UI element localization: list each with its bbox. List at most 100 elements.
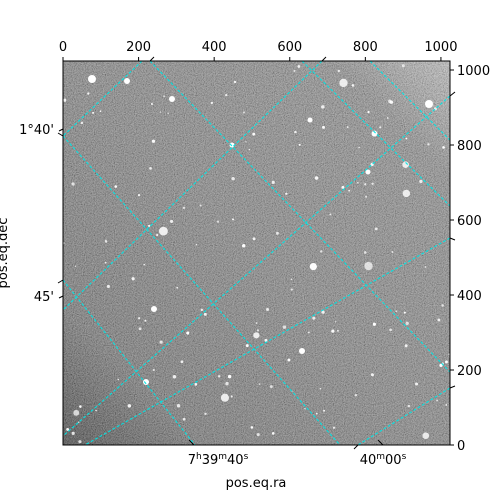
star: [402, 189, 411, 198]
star: [73, 409, 80, 416]
star: [182, 417, 186, 421]
star: [176, 286, 179, 289]
star: [293, 69, 296, 72]
star: [231, 176, 235, 181]
coordinate-grid: [63, 61, 450, 445]
star: [329, 213, 332, 216]
star: [332, 426, 336, 429]
star: [309, 262, 317, 271]
star: [220, 393, 229, 402]
star: [437, 318, 441, 322]
star: [389, 328, 392, 332]
star: [321, 105, 325, 109]
top-tick-label: 800: [353, 40, 378, 55]
star: [403, 311, 406, 314]
star: [95, 409, 97, 412]
star: [379, 126, 382, 129]
world-tick-mark: [57, 132, 64, 137]
star: [149, 166, 152, 170]
x-axis-title: pos.eq.ra: [226, 476, 287, 491]
star: [402, 161, 409, 169]
sky-noise: [63, 61, 450, 445]
bright-star: [299, 348, 305, 354]
right-tick-label: 600: [457, 214, 482, 229]
star: [66, 428, 70, 431]
star: [79, 405, 82, 408]
star: [158, 226, 168, 236]
ra-tick-label: 40m00s: [360, 452, 407, 468]
star: [200, 308, 204, 312]
sky-image: [63, 61, 450, 445]
bright-star: [169, 96, 175, 102]
y-axis-title: pos.eq.dec: [0, 218, 11, 289]
star: [331, 329, 335, 333]
star: [159, 340, 163, 344]
star: [363, 251, 367, 254]
star: [245, 344, 249, 348]
star: [442, 146, 445, 149]
star: [404, 344, 408, 348]
star: [106, 284, 110, 289]
star: [371, 182, 374, 186]
star: [320, 250, 323, 253]
star: [348, 189, 351, 192]
star: [346, 126, 349, 128]
star: [298, 143, 301, 146]
star: [210, 101, 214, 105]
ra-axis: 7h39m40s 40m00s: [57, 56, 456, 468]
dec-tick-label: 45': [34, 290, 54, 305]
star: [245, 141, 247, 143]
star: [370, 373, 374, 377]
star: [401, 64, 405, 68]
grid-line: [63, 135, 341, 445]
star: [225, 381, 229, 386]
star: [104, 240, 108, 243]
star: [365, 195, 368, 198]
star: [180, 360, 184, 364]
ra-tick: [188, 439, 195, 446]
star: [358, 146, 360, 149]
right-tick-label: 400: [457, 289, 482, 304]
star: [138, 317, 141, 320]
star: [290, 278, 293, 281]
image-frame: [62, 60, 451, 446]
dec-tick: [58, 295, 64, 299]
star: [217, 375, 221, 378]
star: [250, 426, 254, 429]
star: [186, 331, 190, 335]
dec-tick-label: 1°40': [19, 123, 54, 138]
world-tick-mark: [353, 444, 359, 450]
star: [195, 243, 198, 246]
star: [253, 332, 260, 339]
star: [87, 92, 90, 95]
star: [266, 308, 269, 311]
top-tick-label: 600: [277, 40, 302, 55]
world-tick-mark: [149, 56, 155, 62]
star: [199, 204, 202, 207]
star: [99, 110, 102, 113]
star: [297, 65, 301, 68]
star: [159, 111, 162, 113]
star: [71, 431, 75, 435]
star-field: [63, 64, 450, 444]
star: [422, 432, 430, 440]
star: [415, 382, 419, 386]
star: [312, 316, 316, 320]
grid-line: [63, 279, 196, 445]
grid-line: [63, 61, 143, 137]
grid-line: [301, 61, 450, 207]
star: [285, 192, 288, 195]
star: [336, 329, 339, 332]
star: [148, 224, 151, 228]
star: [252, 132, 256, 136]
star: [436, 399, 439, 402]
star: [389, 100, 394, 104]
star: [172, 375, 177, 379]
star: [258, 383, 261, 385]
star: [163, 95, 165, 98]
star: [337, 69, 341, 73]
star: [176, 404, 181, 408]
star: [364, 261, 373, 271]
star: [137, 194, 141, 197]
star: [441, 304, 444, 307]
